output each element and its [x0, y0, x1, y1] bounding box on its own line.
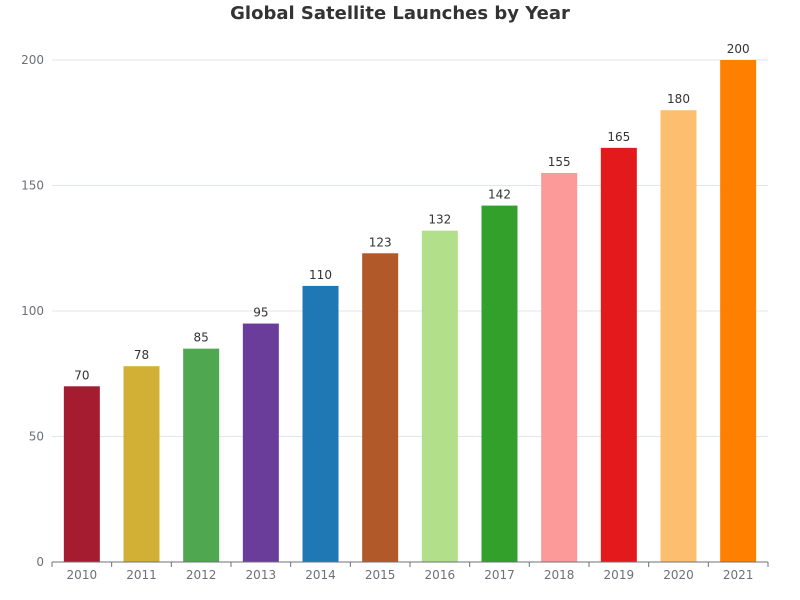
bar: [183, 348, 220, 562]
x-tick-label: 2015: [365, 568, 396, 582]
data-label: 165: [607, 130, 630, 144]
data-labels: 70 78 85 95 110 123 132 142 155 165 180 200: [74, 42, 749, 382]
x-tick-label: 2014: [305, 568, 336, 582]
x-tick-label: 2012: [186, 568, 217, 582]
data-label: 123: [369, 235, 392, 249]
data-label: 70: [74, 368, 89, 382]
x-tick-label: 2020: [663, 568, 694, 582]
x-tick-label: 2017: [484, 568, 515, 582]
data-label: 200: [727, 42, 750, 56]
x-tick-label: 2013: [246, 568, 277, 582]
bar: [123, 366, 160, 562]
x-tick-label: 2016: [425, 568, 456, 582]
bar: [362, 253, 399, 562]
x-tick-label: 2018: [544, 568, 575, 582]
bar: [63, 386, 100, 562]
chart-title: Global Satellite Launches by Year: [230, 3, 570, 24]
bar: [481, 205, 518, 562]
x-tick-label: 2021: [723, 568, 754, 582]
data-label: 110: [309, 268, 332, 282]
y-tick-label: 150: [21, 179, 44, 193]
data-label: 78: [134, 348, 149, 362]
grid-lines: [52, 59, 768, 437]
x-axis: 2010 2011 2012 2013 2014 2015 2016 2017 2018 2019…: [51, 561, 769, 582]
x-tick-label: 2010: [67, 568, 98, 582]
data-label: 85: [194, 331, 209, 345]
x-tick-label: 2019: [604, 568, 635, 582]
bar: [660, 110, 697, 562]
y-tick-label: 50: [29, 430, 44, 444]
bar: [600, 147, 637, 562]
bar: [302, 285, 339, 562]
y-tick-label: 100: [21, 304, 44, 318]
data-label: 142: [488, 188, 511, 202]
data-label: 95: [253, 306, 268, 320]
y-tick-label: 200: [21, 53, 44, 67]
y-axis: 0 50 100 150 200: [21, 53, 44, 569]
data-label: 132: [428, 213, 451, 227]
bar: [421, 230, 458, 562]
bar: [541, 172, 578, 562]
bars: [63, 60, 757, 562]
data-label: 180: [667, 92, 690, 106]
bar: [720, 60, 757, 562]
x-tick-label: 2011: [126, 568, 157, 582]
bar: [242, 323, 279, 562]
y-tick-label: 0: [36, 555, 44, 569]
data-label: 155: [548, 155, 571, 169]
